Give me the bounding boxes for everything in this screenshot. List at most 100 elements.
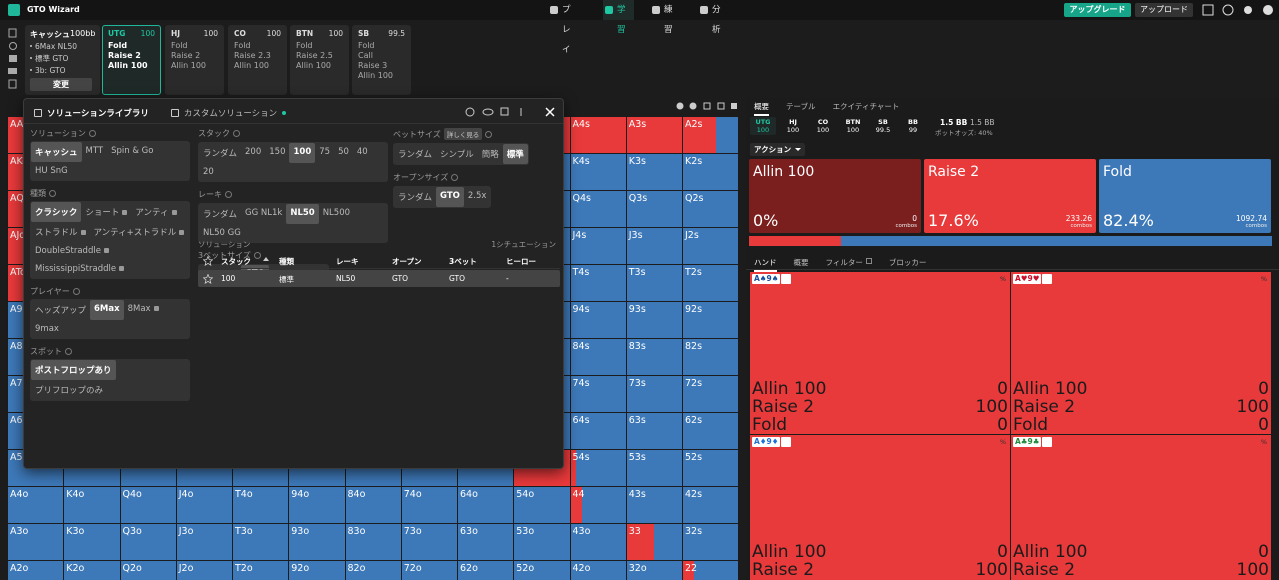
seat[interactable]: HJ 100 [780, 117, 806, 135]
icon[interactable] [482, 108, 494, 116]
filter-option[interactable]: MississippiStraddle [31, 260, 128, 278]
hand-cell[interactable]: J2s [683, 228, 739, 264]
table-header-cell[interactable]: オープン [392, 257, 422, 266]
icon[interactable] [1202, 4, 1214, 16]
icon[interactable] [1244, 6, 1252, 14]
hand-cell[interactable]: 32o [626, 561, 682, 580]
hand-cell[interactable]: 52o [514, 561, 570, 580]
hand-cell[interactable]: Q2o [120, 561, 176, 580]
hand-cell[interactable]: A4s [570, 117, 626, 153]
hand-cell[interactable]: 84o [345, 487, 401, 523]
hand-cell[interactable]: T4s [570, 265, 626, 301]
icon[interactable] [8, 79, 17, 89]
filter-option[interactable]: クラシック [31, 202, 82, 222]
icon[interactable] [717, 102, 725, 110]
star-icon[interactable] [203, 256, 213, 266]
hand-cell[interactable]: 22 [683, 561, 739, 580]
filter-option[interactable]: NL500 [319, 204, 354, 224]
filter-option[interactable]: ポストフロップあり [31, 360, 116, 380]
hand-tab[interactable]: ハンド [754, 257, 777, 272]
hand-cell[interactable]: 94o [289, 487, 345, 523]
filter-option[interactable]: 40 [353, 143, 372, 163]
hand-cell[interactable]: 82s [683, 339, 739, 375]
filter-option[interactable]: ストラドル [31, 222, 90, 242]
action-box[interactable]: Fold 82.4% 1092.74 combos [1099, 159, 1271, 233]
hand-cell[interactable]: 53s [626, 450, 682, 486]
filter-option[interactable]: DoubleStraddle [31, 242, 113, 260]
nav-tab[interactable]: 学習 [603, 0, 634, 35]
hand-cell[interactable]: 73s [626, 376, 682, 412]
table-header-cell[interactable]: レーキ [336, 257, 359, 266]
icon[interactable] [9, 42, 17, 50]
hand-cell[interactable]: 33 [626, 524, 682, 560]
position-action[interactable]: Call [358, 51, 373, 60]
star-icon[interactable] [203, 274, 213, 284]
hand-cell[interactable]: 53o [514, 524, 570, 560]
filter-option[interactable]: 50 [334, 143, 353, 163]
hand-cell[interactable]: 63o [458, 524, 514, 560]
hand-cell[interactable]: 43o [570, 524, 626, 560]
icon[interactable] [8, 68, 17, 74]
settings-card[interactable]: キャッシュ 100bb 6Max NL50 標準 GTO 3b: GTO 変更 [25, 25, 100, 95]
hand-cell[interactable]: 42s [683, 487, 739, 523]
hand-cell[interactable]: 54s [570, 450, 626, 486]
filter-option[interactable]: ショート [81, 202, 131, 222]
position-action[interactable]: Fold [296, 41, 313, 50]
filter-option[interactable]: キャッシュ [31, 142, 82, 162]
hand-cell[interactable]: 94s [570, 302, 626, 338]
position-card[interactable]: UTG 100 Fold Raise 2 Allin 100 [102, 25, 161, 95]
nav-tab[interactable]: プレイ [548, 0, 579, 55]
hand-cell[interactable]: 73o [401, 524, 457, 560]
seat[interactable]: CO 100 [810, 117, 836, 135]
table-header-cell[interactable]: 種類 [279, 257, 294, 266]
position-action[interactable]: Allin 100 [234, 61, 270, 70]
icon[interactable] [676, 102, 684, 110]
hand-cell[interactable]: T2s [683, 265, 739, 301]
hand-cell[interactable]: 82o [345, 561, 401, 580]
filter-option[interactable]: プリフロップのみ [31, 380, 107, 400]
right-tab[interactable]: 概要 [754, 101, 769, 116]
position-action[interactable]: Fold [234, 41, 251, 50]
filter-option[interactable]: NL50 [286, 204, 319, 224]
hand-cell[interactable]: Q4s [570, 191, 626, 227]
hand-cell[interactable]: 83s [626, 339, 682, 375]
filter-option[interactable]: GG NL1k [241, 204, 286, 224]
icon[interactable] [500, 107, 509, 116]
hand-cell[interactable]: K3s [626, 154, 682, 190]
filter-option[interactable]: 9max [31, 320, 63, 338]
hand-cell[interactable]: A4o [8, 487, 64, 523]
upgrade-button[interactable]: アップグレード [1064, 3, 1131, 17]
position-action[interactable]: Allin 100 [296, 61, 332, 70]
hand-cell[interactable]: 54o [514, 487, 570, 523]
seat[interactable]: BTN 100 [840, 117, 866, 135]
hand-cell[interactable]: 42o [570, 561, 626, 580]
right-tab[interactable]: テーブル [786, 102, 816, 111]
seat[interactable]: UTG 100 [750, 117, 776, 135]
hand-cell[interactable]: K3o [64, 524, 120, 560]
hand-cell[interactable]: 72s [683, 376, 739, 412]
hand-cell[interactable]: 52s [683, 450, 739, 486]
icon[interactable] [465, 107, 475, 117]
hand-cell[interactable]: Q2s [683, 191, 739, 227]
action-box[interactable]: Allin 100 0% 0 combos [749, 159, 921, 233]
close-icon[interactable] [545, 107, 555, 117]
hand-cell[interactable]: T4o [233, 487, 289, 523]
filter-option[interactable]: ランダム [199, 143, 241, 163]
action-menu[interactable]: アクション [750, 143, 806, 156]
position-action[interactable]: Fold [171, 41, 188, 50]
filter-option[interactable]: アンティ [131, 202, 180, 222]
hand-cell[interactable]: J3o [176, 524, 232, 560]
hand-card[interactable]: A♣9♣% Allin 100 0 Raise 2 100 Fold 0 [1011, 435, 1271, 580]
seat[interactable]: SB 99.5 [870, 117, 896, 135]
hand-cell[interactable]: K4o [64, 487, 120, 523]
hand-cell[interactable]: J4s [570, 228, 626, 264]
hand-cell[interactable]: K2s [683, 154, 739, 190]
filter-option[interactable]: ランダム [199, 204, 241, 224]
hand-cell[interactable]: J3s [626, 228, 682, 264]
brand[interactable]: GTO Wizard [27, 5, 80, 14]
hand-cell[interactable]: J4o [176, 487, 232, 523]
hand-cell[interactable]: 43s [626, 487, 682, 523]
hand-tab[interactable]: フィルター [826, 257, 872, 272]
position-action[interactable]: Fold [358, 41, 375, 50]
position-card[interactable]: CO 100 Fold Raise 2.3 Allin 100 [228, 25, 287, 95]
